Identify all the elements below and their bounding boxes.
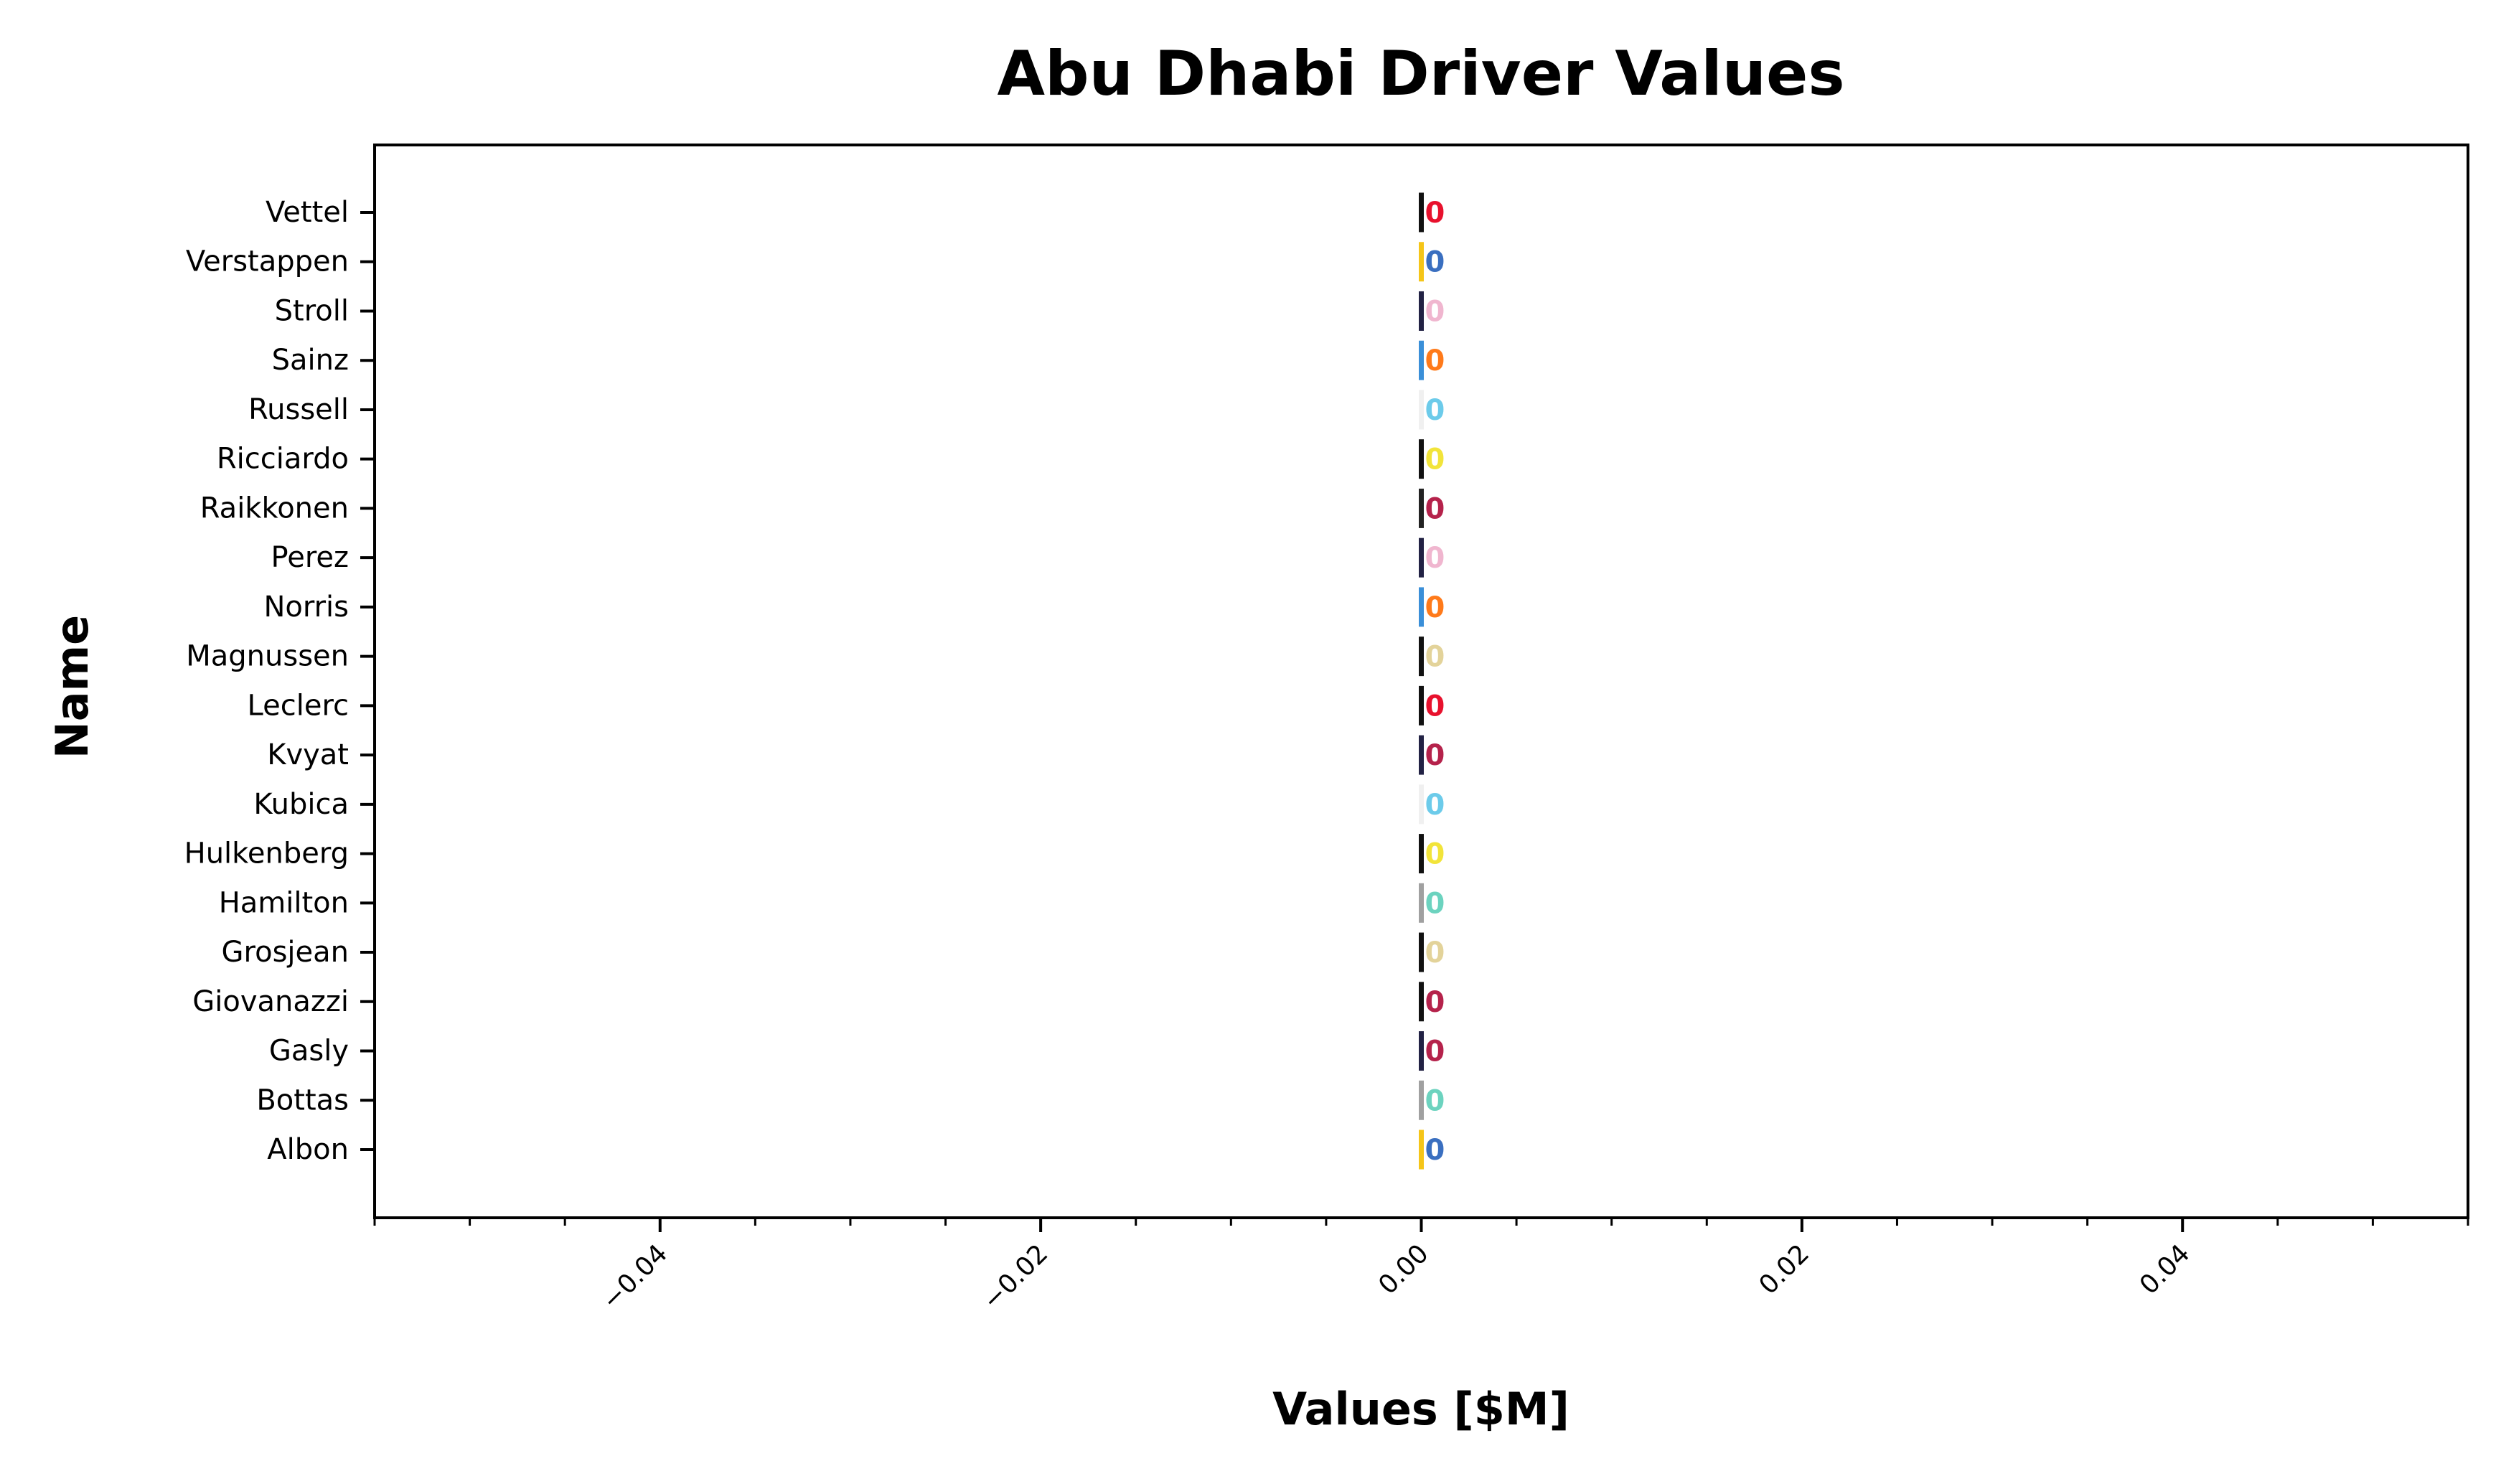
bar [1419, 834, 1424, 874]
bar [1419, 192, 1424, 233]
data-label: 0 [1425, 739, 1445, 772]
y-tick-label: Vettel [266, 196, 349, 229]
y-tick-label: Norris [263, 591, 349, 624]
bar [1419, 784, 1424, 825]
data-label: 0 [1425, 789, 1445, 822]
bar [1419, 735, 1424, 775]
bar [1419, 587, 1424, 627]
y-tick-label: Grosjean [222, 936, 349, 969]
data-label: 0 [1425, 295, 1445, 328]
data-label: 0 [1425, 936, 1445, 969]
y-tick-label: Gasly [269, 1035, 349, 1068]
chart-title: Abu Dhabi Driver Values [997, 38, 1844, 110]
y-tick-label: Kvyat [267, 738, 349, 771]
bar [1419, 1080, 1424, 1120]
data-label: 0 [1425, 887, 1445, 920]
y-tick-label: Stroll [275, 294, 349, 327]
x-tick-label: 0.02 [1754, 1239, 1816, 1300]
x-axis-label: Values [$M] [1272, 1383, 1569, 1435]
data-label: 0 [1425, 1035, 1445, 1069]
y-tick-label: Albon [267, 1133, 349, 1166]
data-label: 0 [1425, 443, 1445, 476]
y-tick-label: Sainz [272, 344, 349, 377]
plot-area: −0.04 −0.02 0.00 0.02 0.04 Vettel 0 Verstappen 0… [184, 192, 2469, 1315]
bar [1419, 439, 1424, 479]
bar [1419, 637, 1424, 677]
data-label: 0 [1425, 1084, 1445, 1117]
data-label: 0 [1425, 591, 1445, 624]
data-label: 0 [1425, 394, 1445, 427]
bar [1419, 390, 1424, 430]
data-label: 0 [1425, 492, 1445, 525]
plot-frame [373, 144, 2469, 1219]
data-label: 0 [1425, 838, 1445, 871]
x-tick-label: 0.00 [1373, 1239, 1435, 1300]
y-tick-label: Magnussen [186, 640, 349, 673]
bar [1419, 1031, 1424, 1071]
bar [1419, 242, 1424, 282]
y-tick-label: Perez [271, 541, 349, 574]
x-tick-label: −0.04 [596, 1239, 673, 1315]
data-label: 0 [1425, 344, 1445, 377]
y-tick-label: Hamilton [219, 886, 349, 919]
data-label: 0 [1425, 690, 1445, 723]
y-tick-label: Bottas [256, 1084, 349, 1117]
y-tick-label: Russell [248, 393, 349, 426]
data-label: 0 [1425, 1134, 1445, 1167]
y-tick-label: Kubica [253, 788, 349, 821]
bar [1419, 537, 1424, 578]
y-tick-label: Hulkenberg [184, 837, 349, 870]
data-label: 0 [1425, 986, 1445, 1019]
bar [1419, 1130, 1424, 1170]
bar [1419, 932, 1424, 972]
data-label: 0 [1425, 641, 1445, 674]
bar [1419, 340, 1424, 380]
bar [1419, 685, 1424, 725]
y-axis-label: Name [46, 615, 98, 759]
bar [1419, 883, 1424, 923]
x-tick-label: −0.02 [977, 1239, 1054, 1315]
y-tick-label: Raikkonen [200, 492, 349, 525]
y-tick-label: Giovanazzi [192, 985, 349, 1018]
y-tick-label: Leclerc [248, 689, 349, 722]
y-tick-label: Verstappen [186, 245, 349, 278]
bar [1419, 982, 1424, 1022]
data-label: 0 [1425, 197, 1445, 230]
data-label: 0 [1425, 542, 1445, 575]
x-tick-label: 0.04 [2134, 1239, 2196, 1300]
bar [1419, 291, 1424, 331]
data-label: 0 [1425, 246, 1445, 279]
y-tick-label: Ricciardo [217, 443, 349, 476]
bar [1419, 488, 1424, 528]
